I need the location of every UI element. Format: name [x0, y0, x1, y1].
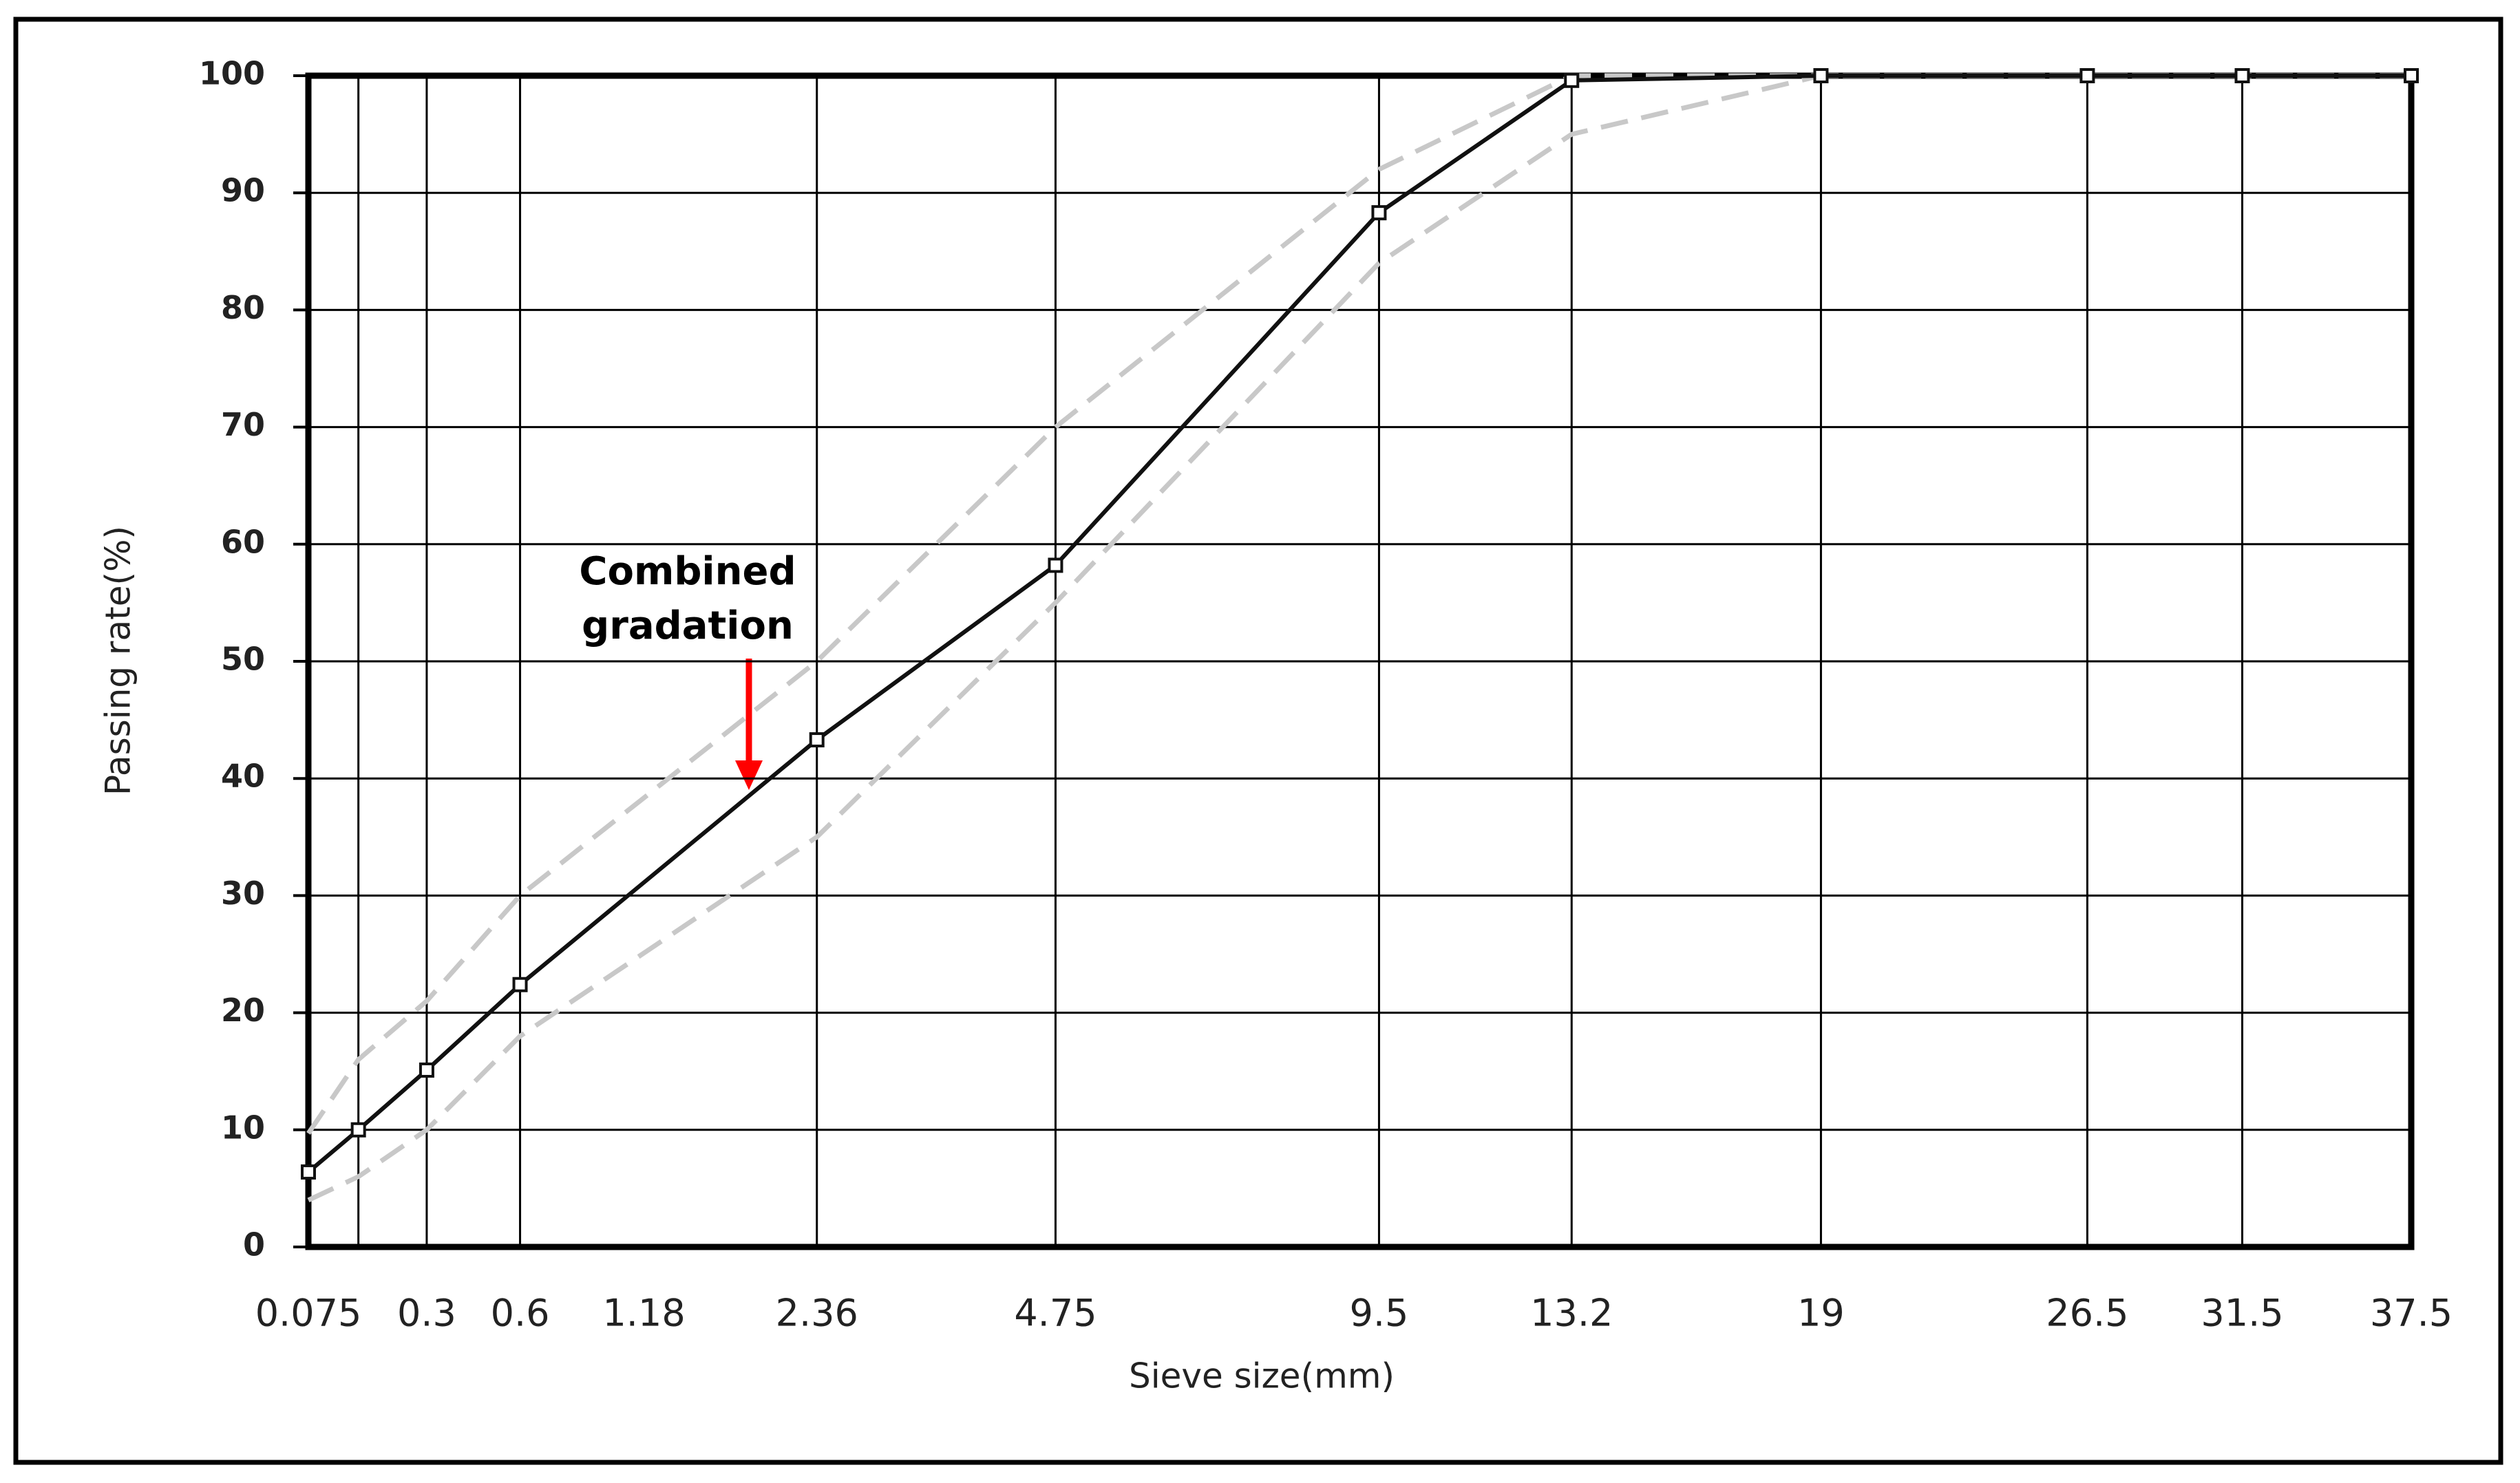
x-tick-label: 0.075: [255, 1292, 362, 1335]
x-tick-label: 9.5: [1349, 1292, 1408, 1335]
y-tick-label: 60: [221, 523, 265, 560]
y-tick-label: 40: [221, 758, 265, 795]
x-tick-label: 1.18: [602, 1292, 685, 1335]
y-tick-label: 80: [221, 289, 265, 326]
y-tick-label: 10: [221, 1109, 265, 1146]
point-marker: [2234, 68, 2250, 83]
x-tick-label: 26.5: [2046, 1292, 2128, 1335]
x-tick-label: 0.3: [397, 1292, 456, 1335]
annotation: Combined: [579, 549, 796, 594]
annotation: gradation: [582, 604, 794, 648]
point-marker: [809, 732, 825, 748]
x-tick-label: 13.2: [1530, 1292, 1613, 1335]
y-tick-label: 0: [243, 1226, 265, 1263]
y-axis-title: Passing rate(%): [98, 526, 138, 796]
annotation-arrowhead: [735, 760, 763, 790]
point-marker: [1564, 72, 1580, 88]
point-marker: [1371, 205, 1387, 221]
point-marker: [2079, 68, 2095, 83]
x-tick-label: 2.36: [776, 1292, 858, 1335]
outer-frame: [13, 17, 2503, 1465]
x-tick-label: 37.5: [2370, 1292, 2453, 1335]
x-tick-label: 31.5: [2201, 1292, 2283, 1335]
plot-frame: [305, 72, 2415, 1250]
point-marker: [419, 1062, 434, 1078]
y-tick-label: 100: [199, 55, 265, 92]
point-marker: [1813, 68, 1829, 83]
point-marker: [2404, 68, 2419, 83]
x-tick-label: 19: [1797, 1292, 1845, 1335]
y-tick-label: 20: [221, 992, 265, 1029]
y-tick-label: 50: [221, 641, 265, 678]
y-tick-label: 90: [221, 172, 265, 209]
y-tick-label: 30: [221, 875, 265, 912]
point-marker: [512, 977, 528, 992]
x-tick-label: 4.75: [1014, 1292, 1097, 1335]
y-tick-label: 70: [221, 406, 265, 443]
point-marker: [301, 1164, 316, 1180]
point-marker: [350, 1122, 366, 1138]
x-tick-label: 0.6: [491, 1292, 550, 1335]
x-axis-title: Sieve size(mm): [1129, 1356, 1395, 1396]
series-line: [307, 74, 2411, 1174]
point-marker: [1048, 557, 1063, 573]
